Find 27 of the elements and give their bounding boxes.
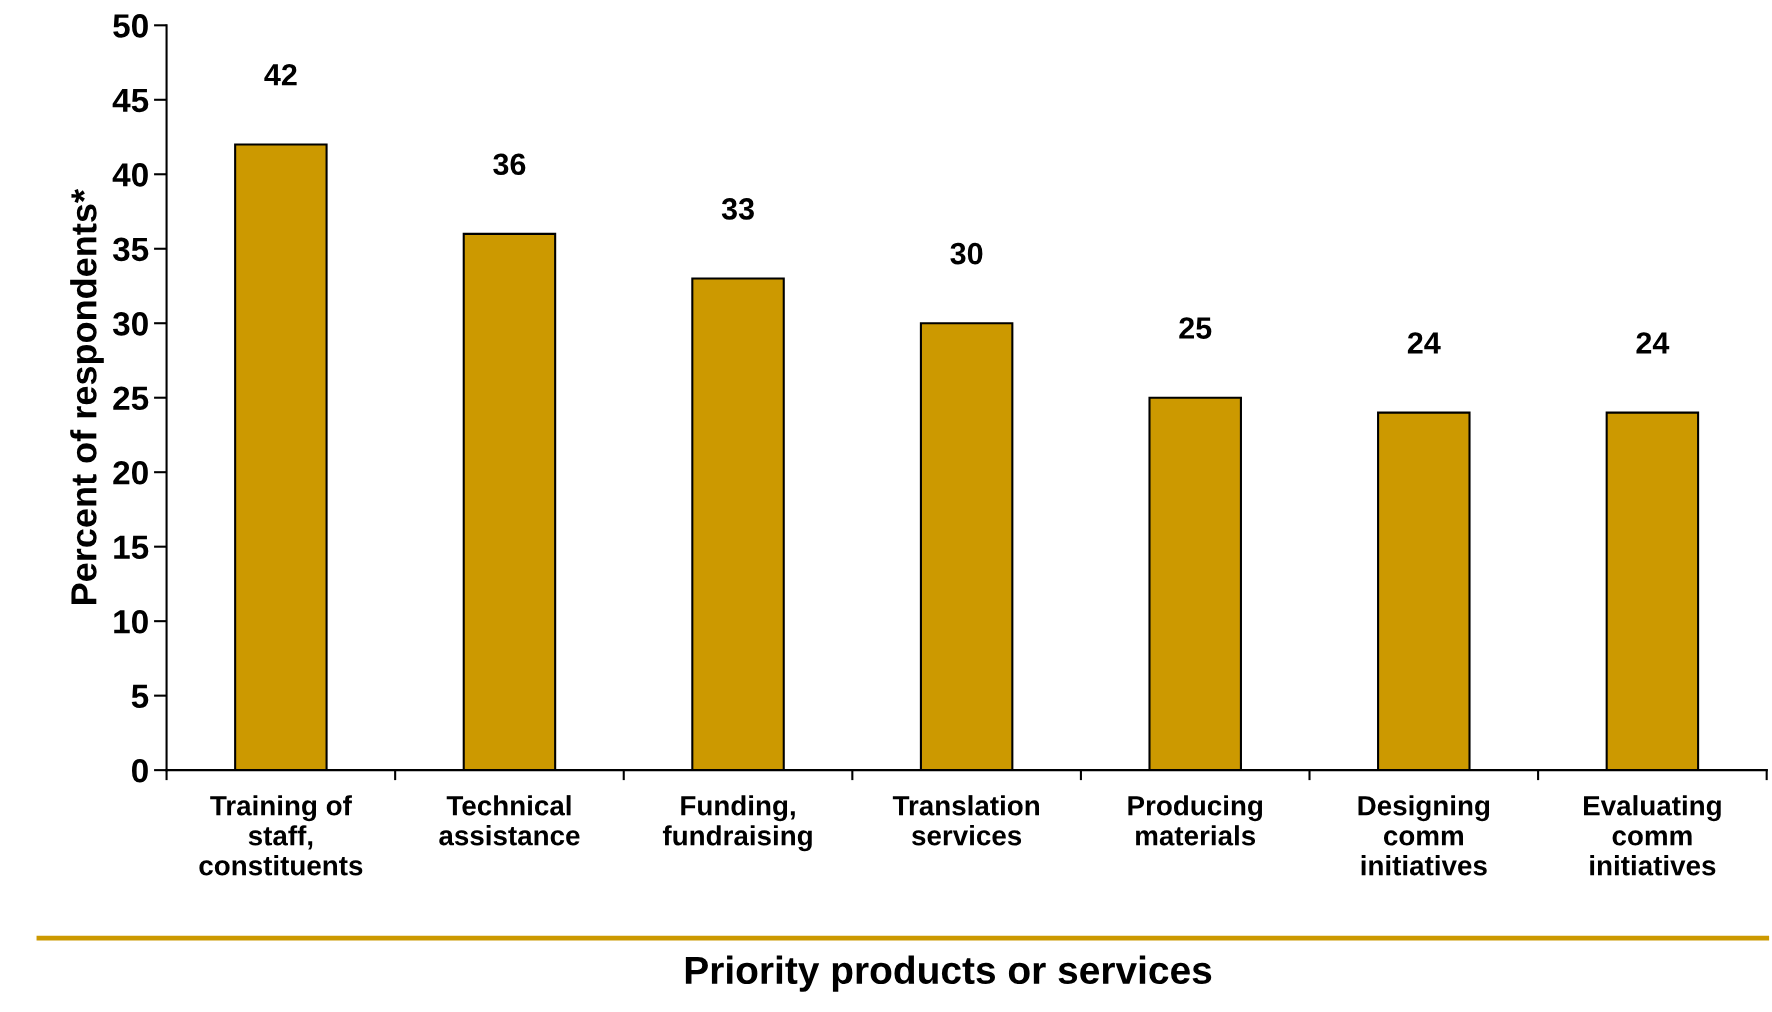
x-tick-label: Designing comm initiatives — [1358, 795, 1490, 876]
y-tick-label: 35 — [112, 237, 149, 262]
x-tick-label: Training of staff, constituents — [199, 795, 363, 876]
y-tick-label: 0 — [131, 758, 148, 783]
x-tick-label: Producing materials — [1128, 795, 1263, 846]
x-tick-label: Technical assistance — [439, 795, 580, 846]
y-tick-label: 10 — [114, 609, 148, 634]
data-label: 25 — [1179, 317, 1212, 339]
data-label: 42 — [264, 64, 297, 86]
x-tick-label: Funding, fundraising — [662, 795, 812, 852]
data-label: 36 — [493, 153, 526, 176]
y-axis-title: Percent of respondents* — [70, 189, 104, 604]
x-axis-title: Priority products or services — [685, 955, 1212, 992]
y-tick-label: 20 — [113, 461, 148, 485]
y-tick-label: 15 — [114, 535, 149, 560]
x-tick-label: Translation services — [892, 795, 1039, 846]
data-label: 24 — [1407, 332, 1441, 354]
y-tick-label: 5 — [131, 684, 149, 709]
y-tick-label: 40 — [112, 163, 148, 187]
y-tick-label: 45 — [112, 88, 149, 113]
data-label: 33 — [721, 198, 754, 220]
y-tick-label: 30 — [112, 312, 148, 336]
y-tick-label: 50 — [113, 14, 148, 38]
x-tick-label: Evaluating comm initiatives — [1584, 795, 1721, 876]
data-label: 30 — [950, 242, 983, 265]
data-label: 24 — [1636, 332, 1670, 354]
y-tick-label: 25 — [113, 386, 149, 411]
